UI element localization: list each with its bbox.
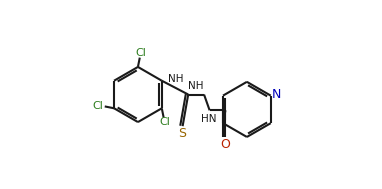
Text: NH: NH [188,81,204,91]
Text: O: O [220,138,230,151]
Text: Cl: Cl [135,48,146,58]
Text: N: N [271,88,281,101]
Text: HN: HN [201,114,217,124]
Text: S: S [178,127,186,140]
Text: NH: NH [168,74,184,84]
Text: Cl: Cl [93,101,104,111]
Text: Cl: Cl [159,117,170,127]
